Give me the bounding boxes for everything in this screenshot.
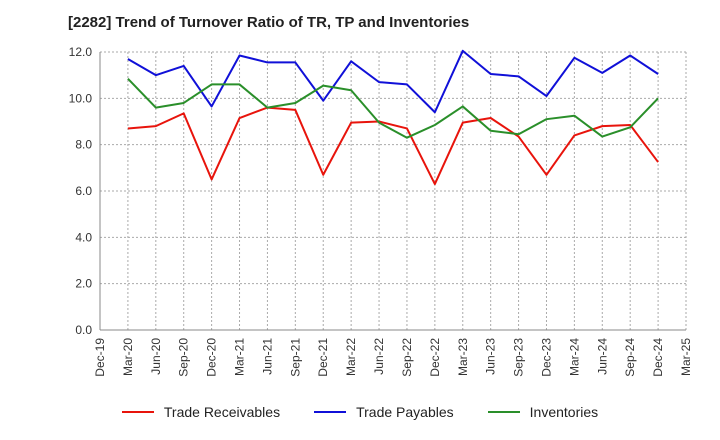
- x-tick-label: Dec-20: [205, 338, 219, 377]
- legend-swatch: [314, 411, 347, 413]
- chart-legend: Trade Receivables Trade Payables Inventori…: [0, 404, 720, 420]
- y-tick-label: 0.0: [75, 323, 92, 337]
- legend-label: Trade Receivables: [163, 404, 281, 420]
- x-tick-label: Mar-22: [344, 338, 358, 376]
- y-tick-label: 2.0: [75, 277, 92, 291]
- series-line-trade-receivables: [127, 106, 659, 186]
- x-tick-label: Sep-20: [177, 338, 191, 377]
- legend-item-trade-receivables: Trade Receivables: [121, 404, 281, 420]
- y-tick-label: 12.0: [69, 45, 93, 59]
- x-tick-label: Dec-22: [428, 338, 442, 377]
- legend-item-trade-payables: Trade Payables: [314, 404, 454, 420]
- x-tick-label: Dec-23: [539, 338, 553, 377]
- x-tick-label: Mar-23: [456, 338, 470, 376]
- chart-title: [2282] Trend of Turnover Ratio of TR, TP…: [68, 14, 470, 31]
- x-tick-label: Sep-24: [623, 338, 637, 377]
- x-tick-label: Sep-21: [288, 338, 302, 377]
- x-tick-label: Jun-20: [149, 338, 163, 375]
- legend-label: Inventories: [529, 404, 599, 420]
- y-tick-label: 10.0: [69, 91, 93, 105]
- series-line-trade-payables: [127, 49, 659, 114]
- legend-swatch: [121, 411, 154, 413]
- x-tick-label: Jun-23: [484, 338, 498, 375]
- x-tick-label: Jun-24: [595, 338, 609, 375]
- series-line-inventories: [127, 77, 659, 139]
- x-tick-label: Jun-21: [260, 338, 274, 375]
- y-tick-label: 6.0: [75, 184, 92, 198]
- x-tick-label: Mar-20: [121, 338, 135, 376]
- x-tick-label: Mar-21: [233, 338, 247, 376]
- y-tick-label: 8.0: [75, 138, 92, 152]
- x-tick-label: Sep-23: [512, 338, 526, 377]
- x-tick-label: Mar-24: [567, 338, 581, 376]
- x-tick-label: Dec-21: [316, 338, 330, 377]
- legend-item-inventories: Inventories: [487, 404, 599, 420]
- legend-label: Trade Payables: [356, 404, 454, 420]
- x-tick-label: Dec-24: [651, 338, 665, 377]
- x-tick-label: Mar-25: [679, 338, 693, 376]
- x-tick-label: Jun-22: [372, 338, 386, 375]
- y-tick-label: 4.0: [75, 230, 92, 244]
- legend-swatch: [487, 411, 520, 413]
- x-tick-label: Dec-19: [93, 338, 107, 377]
- x-tick-label: Sep-22: [400, 338, 414, 377]
